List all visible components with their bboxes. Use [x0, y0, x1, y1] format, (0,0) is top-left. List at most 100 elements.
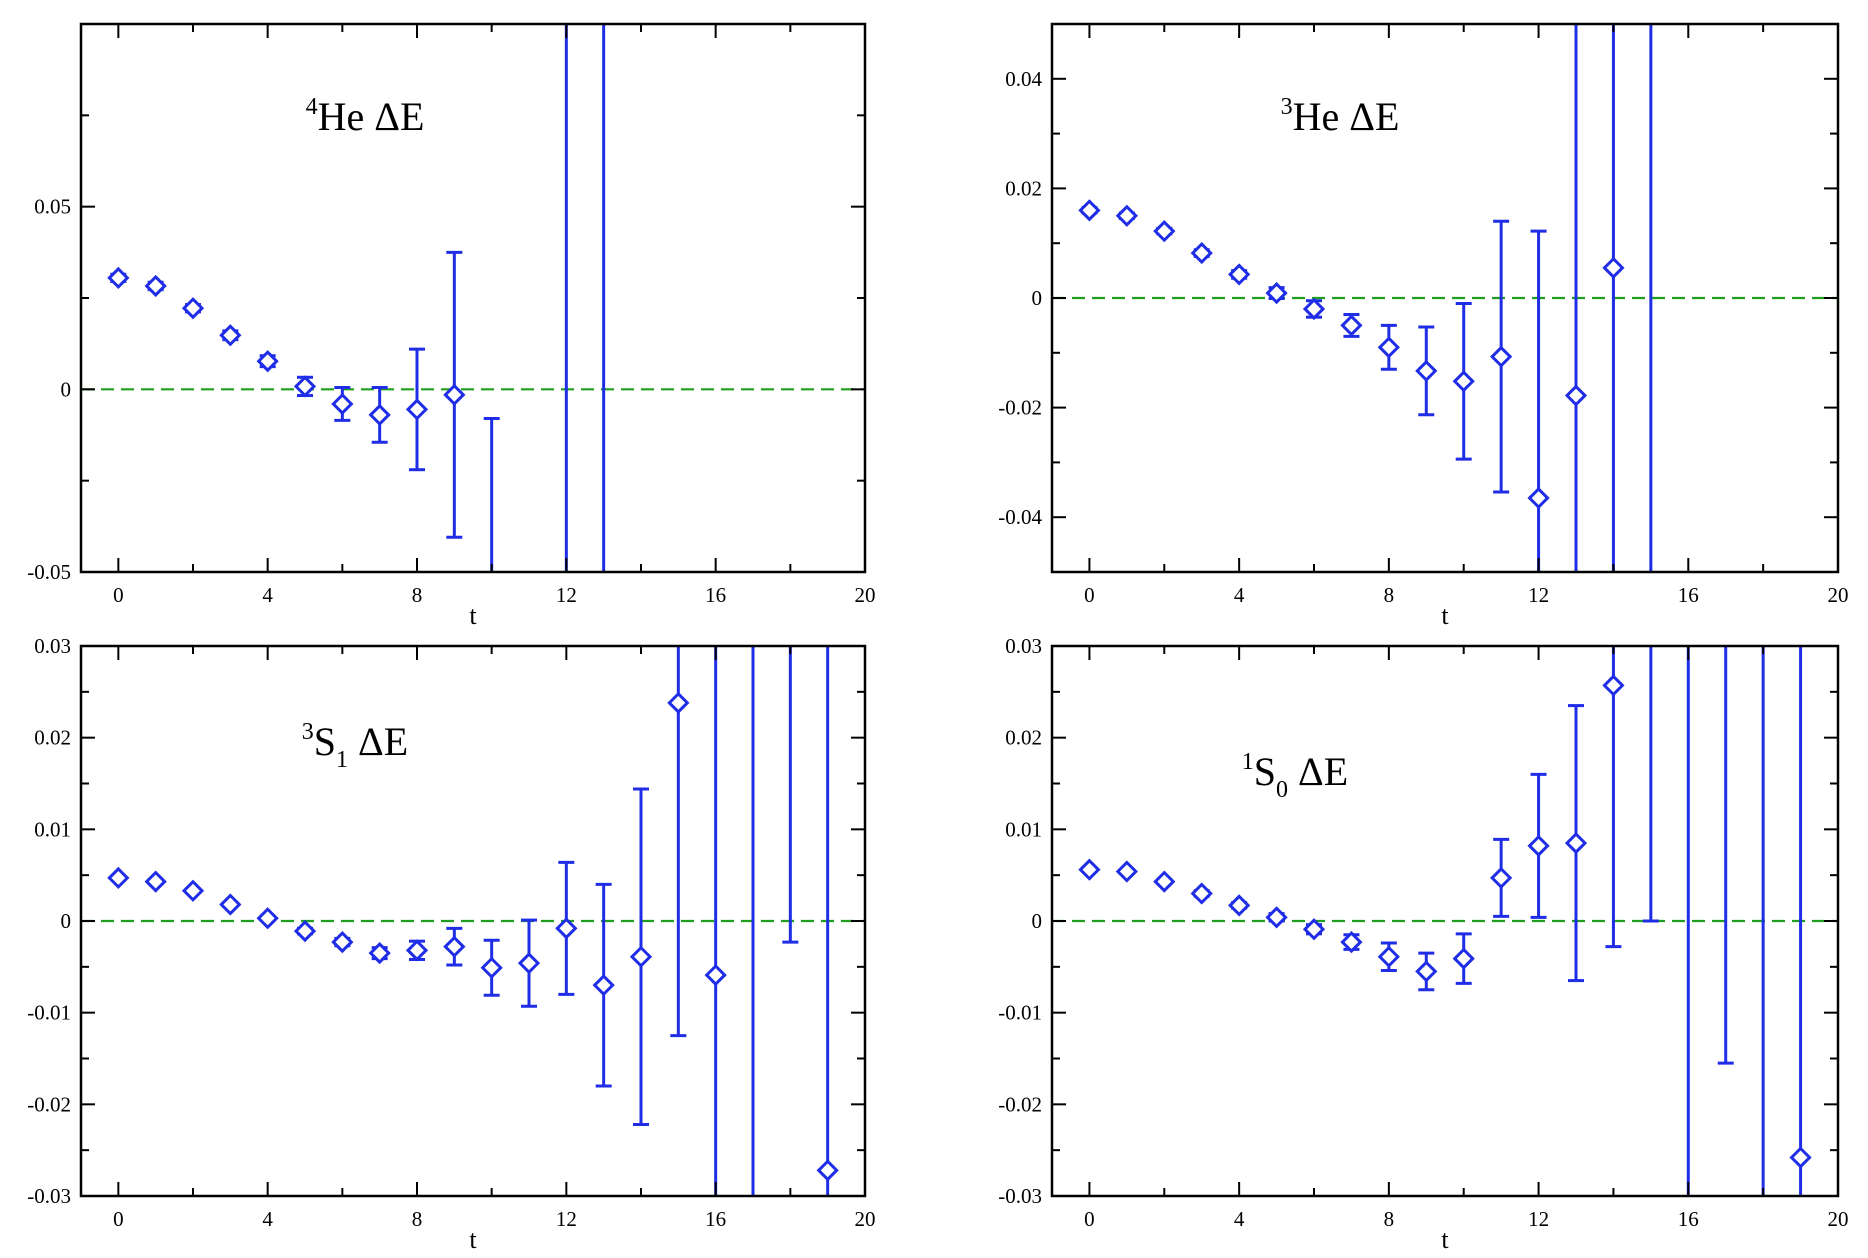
data-point-t6 [1302, 297, 1326, 321]
x-tick-label: 0 [1084, 1207, 1095, 1231]
data-point-t5 [293, 919, 317, 943]
data-point-t1 [144, 274, 167, 298]
data-point-t6 [331, 392, 354, 416]
data-point-t7 [368, 941, 391, 965]
title-superscript: 1 [1242, 749, 1254, 775]
data-point-t2 [181, 297, 205, 320]
data-point-t3 [1190, 241, 1213, 265]
data-point-t8 [405, 939, 429, 962]
x-axis-label: t [1441, 601, 1449, 630]
data-point-t6 [1302, 918, 1326, 941]
data-point-t11 [1490, 345, 1513, 368]
title-subscript: 0 [1276, 777, 1288, 803]
data-point-t8 [1377, 945, 1400, 968]
panel-title: 3S1 ΔE [302, 719, 408, 773]
data-point-t4 [256, 907, 279, 930]
data-point-t9 [443, 935, 466, 958]
data-point-t2 [1153, 870, 1176, 893]
data-point-t3 [1190, 882, 1213, 905]
data-point-t8 [405, 398, 429, 421]
y-tick-label: -0.01 [998, 1001, 1042, 1025]
data-point-t19 [1789, 1146, 1812, 1169]
data-point-t9 [443, 383, 466, 406]
data-point-t1 [144, 870, 167, 893]
title-main: He ΔE [1293, 94, 1400, 139]
x-tick-label: 16 [705, 583, 726, 607]
y-tick-label: 0.04 [1005, 67, 1042, 91]
x-axis-label: t [469, 1225, 477, 1254]
data-point-t5 [1265, 281, 1288, 305]
y-tick-label: -0.03 [998, 1184, 1042, 1208]
x-tick-label: 4 [1234, 583, 1245, 607]
data-point-t5 [1265, 906, 1288, 929]
data-point-t2 [1153, 220, 1176, 243]
data-point-t15 [667, 691, 690, 714]
data-point-t3 [219, 893, 242, 916]
y-tick-label: -0.01 [27, 1001, 71, 1025]
x-tick-label: 4 [262, 1207, 273, 1231]
data-point-t2 [181, 879, 205, 902]
title-subscript: 1 [336, 747, 348, 773]
data-point-t19 [816, 1159, 839, 1182]
x-tick-label: 16 [1678, 1207, 1699, 1231]
data-point-t7 [368, 403, 391, 427]
y-tick-label: 0 [1032, 909, 1043, 933]
data-point-t0 [1078, 199, 1101, 222]
data-layer [1078, 24, 1653, 572]
x-tick-label: 16 [1678, 583, 1699, 607]
data-point-t5 [293, 375, 317, 398]
panel-title: 1S0 ΔE [1242, 749, 1348, 803]
plot-frame [79, 22, 867, 574]
title-main: S [314, 719, 336, 764]
title-superscript: 4 [306, 94, 318, 120]
data-point-t10 [1452, 947, 1475, 970]
y-tick-label: -0.02 [998, 1092, 1042, 1116]
x-tick-label: 0 [113, 583, 124, 607]
data-point-t12 [1527, 486, 1550, 510]
y-tick-label: 0 [61, 377, 72, 401]
data-point-t3 [219, 324, 242, 347]
title-tail: ΔE [348, 719, 408, 764]
data-point-t11 [517, 952, 541, 975]
y-tick-label: 0.02 [1005, 726, 1042, 750]
y-tick-label: 0 [1032, 286, 1043, 310]
title-main: He ΔE [318, 94, 425, 139]
data-point-t14 [629, 945, 653, 968]
x-tick-label: 12 [556, 1207, 577, 1231]
x-axis-label: t [469, 601, 477, 630]
data-layer [107, 24, 606, 572]
data-point-t4 [1228, 263, 1251, 286]
y-tick-label: -0.02 [998, 396, 1042, 420]
y-tick-label: 0.01 [34, 817, 71, 841]
data-point-t9 [1415, 359, 1438, 383]
data-point-t1 [1115, 204, 1138, 227]
data-point-t7 [1340, 314, 1363, 337]
x-tick-label: 20 [855, 583, 876, 607]
x-tick-label: 8 [1384, 583, 1395, 607]
panel-3he: 0 4 8 12 16 20 -0.04 -0.02 0 0.02 0.04 t 3He ΔE [998, 22, 1849, 630]
data-point-t6 [331, 930, 354, 954]
y-tick-label: -0.03 [27, 1184, 71, 1208]
y-tick-label: -0.02 [27, 1092, 71, 1116]
y-tick-label: 0.05 [34, 195, 71, 219]
data-point-t10 [480, 956, 503, 979]
data-point-t0 [107, 866, 130, 890]
data-point-t10 [1452, 370, 1475, 393]
data-point-t14 [1602, 674, 1625, 697]
data-point-t9 [1415, 960, 1438, 983]
x-tick-label: 8 [412, 583, 423, 607]
y-tick-label: 0 [61, 909, 72, 933]
data-point-t14 [1602, 256, 1625, 279]
data-point-t13 [1564, 384, 1588, 407]
x-tick-label: 20 [1828, 1207, 1849, 1231]
data-point-t16 [704, 963, 727, 987]
x-axis-label: t [1441, 1225, 1449, 1254]
x-tick-label: 16 [705, 1207, 726, 1231]
data-point-t11 [1490, 866, 1513, 890]
data-layer [107, 646, 839, 1196]
panel-title: 4He ΔE [306, 94, 425, 139]
title-superscript: 3 [1281, 94, 1293, 120]
data-point-t12 [1527, 834, 1550, 857]
